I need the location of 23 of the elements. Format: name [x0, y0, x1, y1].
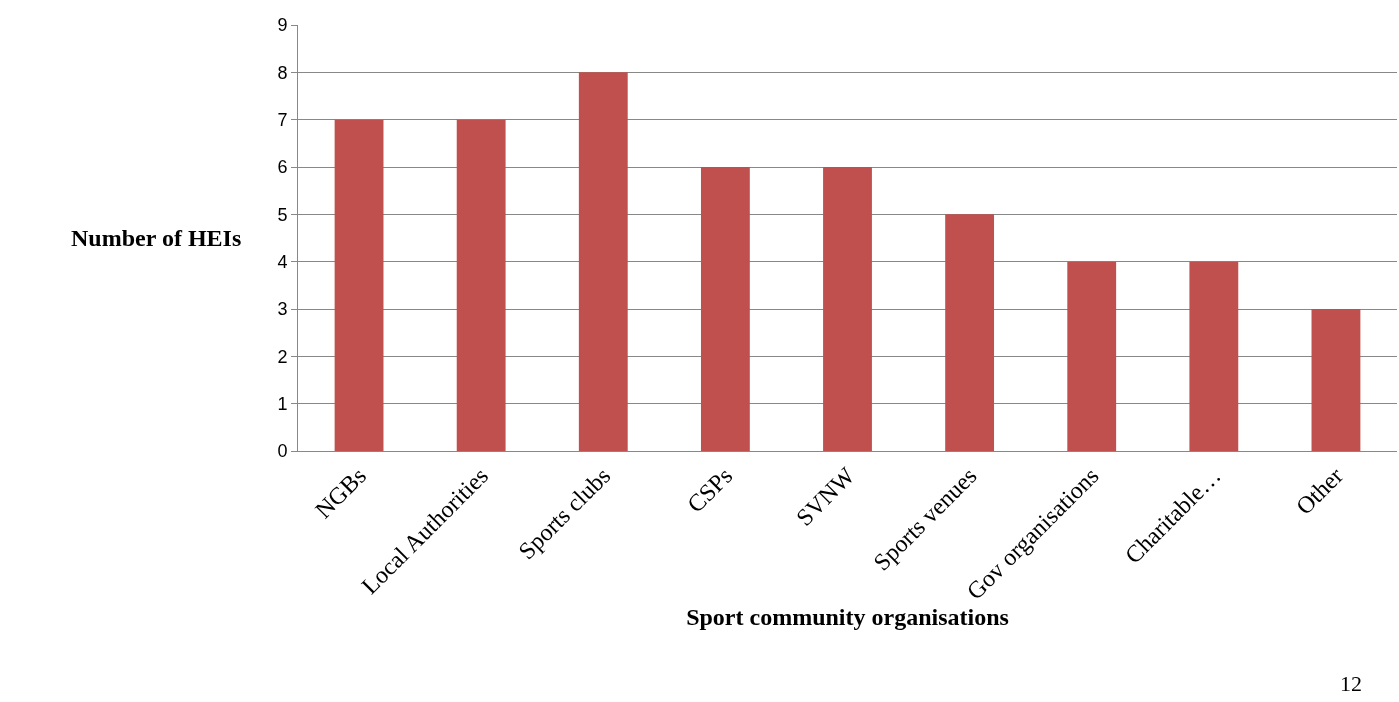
y-tick-label: 6 [277, 157, 288, 178]
bar [578, 72, 628, 451]
y-tick-label: 8 [277, 62, 288, 83]
x-axis-title: Sport community organisations [686, 604, 1009, 631]
bar [456, 119, 506, 451]
y-tick-label: 3 [277, 299, 288, 320]
bar [945, 214, 995, 451]
y-tick-label: 1 [277, 393, 288, 414]
x-tick-label: CSPs [682, 462, 738, 518]
y-axis-title: Number of HEIs [71, 225, 242, 251]
text: 12 [1340, 671, 1362, 696]
bar [700, 167, 750, 451]
y-tick-label: 5 [277, 204, 288, 225]
y-tick-label: 4 [277, 251, 288, 272]
y-tick-label: 7 [277, 109, 288, 130]
bar [334, 119, 384, 451]
y-tick-label: 2 [277, 346, 288, 367]
bar [1189, 261, 1239, 451]
bar [1311, 309, 1361, 451]
bar [1067, 261, 1117, 451]
y-tick-label: 9 [277, 15, 288, 36]
bar [823, 167, 872, 451]
y-tick-label: 0 [277, 441, 288, 462]
